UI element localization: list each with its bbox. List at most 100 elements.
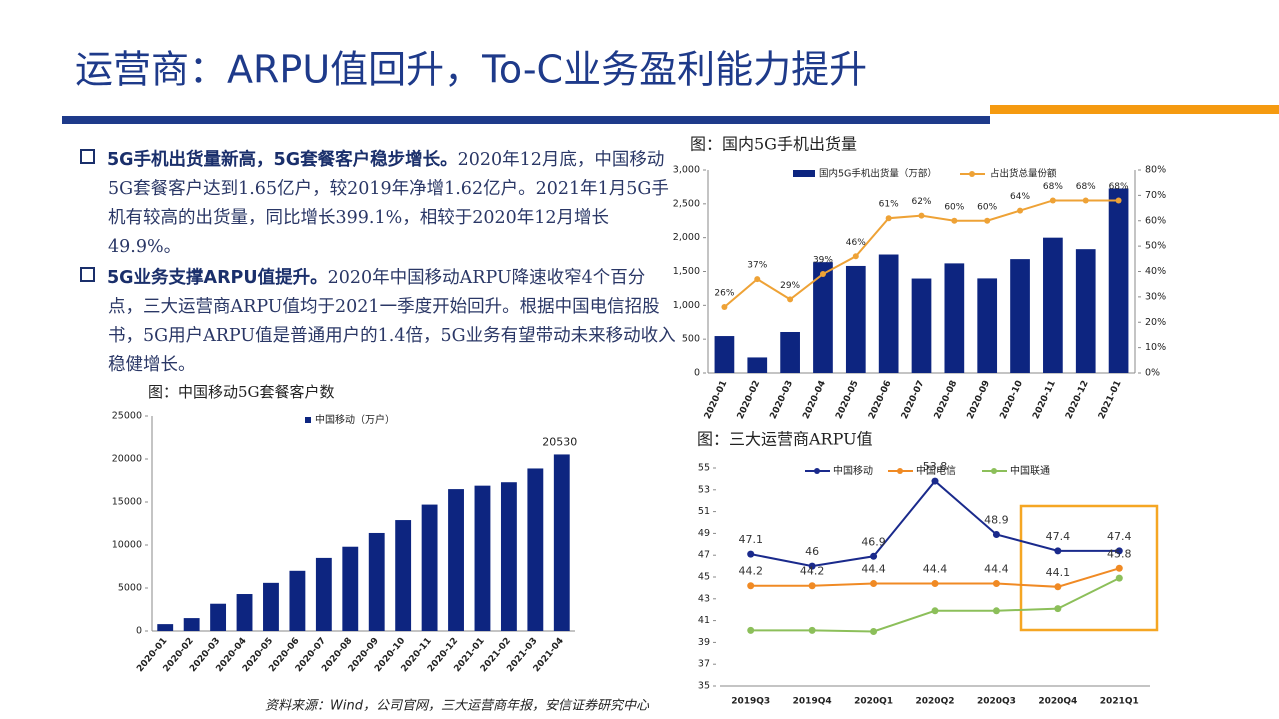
bar [342, 546, 359, 631]
x-tick-label: 2020-03 [769, 379, 796, 421]
bar [527, 468, 544, 631]
x-tick-label: 2020-09 [966, 379, 993, 421]
point [931, 477, 939, 485]
tick-label: 2,000 [673, 232, 700, 243]
legend-swatch [814, 468, 820, 474]
data-label: 68% [1043, 182, 1063, 192]
tick-label: 3,000 [673, 165, 700, 176]
point [808, 582, 816, 590]
point [870, 552, 878, 560]
x-tick-label: 2020-08 [933, 379, 960, 421]
tick-label: 55 [698, 463, 710, 474]
bar [448, 489, 464, 631]
tick-label: 51 [698, 506, 710, 517]
legend-label: 中国移动（万户） [315, 413, 395, 426]
legend-swatch [969, 171, 975, 177]
legend-swatch [991, 468, 997, 474]
data-label: 47.4 [1107, 530, 1132, 543]
bar [1010, 259, 1030, 373]
tick-label: 0% [1145, 368, 1160, 379]
data-label: 45.8 [1107, 547, 1132, 560]
slide-title: 运营商：ARPU值回升，To-C业务盈利能力提升 [75, 48, 867, 92]
legend-swatch [793, 170, 815, 177]
tick-label: 80% [1145, 165, 1166, 176]
data-label: 61% [879, 200, 899, 210]
bar [1075, 249, 1096, 373]
point [808, 562, 816, 570]
tick-label: 45 [698, 572, 710, 583]
bar [747, 357, 768, 373]
point [1115, 574, 1123, 582]
legend-label: 中国电信 [916, 464, 956, 477]
chart-title: 图：中国移动5G套餐客户数 [148, 383, 335, 401]
point [992, 607, 1000, 615]
data-label: 62% [911, 197, 931, 207]
data-label: 68% [1109, 182, 1129, 192]
bar [421, 504, 438, 631]
bar [315, 557, 332, 631]
point [721, 304, 728, 311]
bar [714, 336, 735, 373]
point [1017, 207, 1024, 214]
tick-label: 2,500 [673, 198, 700, 209]
point [870, 580, 878, 588]
tick-label: 47 [698, 550, 710, 561]
tick-label: 5000 [118, 583, 142, 594]
tick-label: 41 [698, 615, 710, 626]
tick-label: 1,000 [673, 300, 700, 311]
tick-label: 50% [1145, 241, 1166, 252]
legend-swatch [897, 468, 903, 474]
tick-label: 70% [1145, 190, 1166, 201]
tick-label: 49 [698, 528, 710, 539]
point [1054, 547, 1062, 555]
data-label: 44.4 [984, 563, 1009, 576]
x-tick-label: 2020Q3 [977, 697, 1016, 707]
point [1115, 197, 1122, 204]
bar [236, 594, 253, 631]
accent-bar [990, 105, 1279, 114]
source: 资料来源：Wind，公司官网，三大运营商年报，安信证券研究中心 [265, 698, 650, 714]
point [747, 626, 755, 634]
data-label: 44.1 [1046, 566, 1071, 579]
data-label: 44.2 [800, 565, 825, 578]
tick-label: 37 [698, 659, 710, 670]
tick-label: 39 [698, 637, 710, 648]
point [984, 217, 991, 224]
point [852, 253, 859, 260]
data-label: 44.2 [738, 565, 763, 578]
data-label: 46 [805, 545, 819, 558]
highlight-box [1019, 504, 1159, 632]
point [1054, 605, 1062, 613]
bar [813, 262, 833, 373]
x-tick-label: 2020Q2 [916, 697, 955, 707]
tick-label: 10000 [112, 540, 142, 551]
bar [474, 485, 491, 631]
data-label: 47.1 [738, 533, 763, 546]
data-label: 20530 [542, 435, 577, 448]
tick-label: 20% [1145, 317, 1166, 328]
legend-swatch [305, 417, 311, 423]
tick-label: 20000 [112, 454, 142, 465]
bar [977, 278, 998, 373]
x-tick-label: 2020-07 [900, 379, 927, 421]
bar [845, 265, 866, 373]
title-bar [62, 116, 990, 124]
chart-title: 图：三大运营商ARPU值 [697, 430, 873, 449]
x-tick-label: 2020-06 [867, 379, 894, 421]
tick-label: 25000 [112, 411, 142, 422]
chart-title: 图：国内5G手机出货量 [690, 135, 857, 154]
data-label: 37% [747, 261, 767, 271]
bar [183, 618, 200, 631]
bar [553, 454, 570, 631]
point [918, 212, 925, 219]
data-label: 39% [813, 256, 833, 266]
bar [780, 331, 800, 373]
x-tick-label: 2021Q1 [1100, 697, 1139, 707]
bullet-bold: 5G手机出货量新高，5G套餐客户稳步增长。 [107, 150, 458, 170]
data-label: 47.4 [1046, 530, 1071, 543]
point [747, 582, 755, 590]
bullet-text: 2020年12月底，中国移动5G套餐客户达到1.65亿户，较2019年净增1.6… [108, 150, 669, 257]
legend-label: 国内5G手机出货量（万部） [819, 168, 937, 180]
